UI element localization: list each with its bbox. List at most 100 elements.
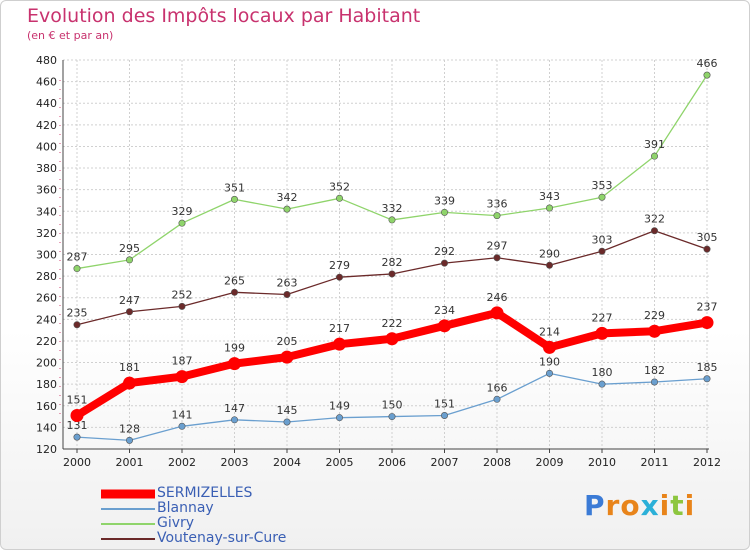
y-tick-label: 340 (36, 205, 57, 218)
data-label: 351 (224, 181, 245, 194)
data-point (703, 375, 711, 383)
y-tick-label: 440 (36, 97, 57, 110)
data-point (175, 370, 189, 384)
data-label: 263 (277, 276, 298, 289)
data-label: 234 (434, 304, 455, 317)
data-label: 229 (644, 309, 665, 322)
data-label: 246 (487, 291, 508, 304)
data-label: 185 (697, 361, 718, 374)
logo-letter: P (584, 489, 606, 522)
y-tick-label: 360 (36, 184, 57, 197)
y-tick-label: 320 (36, 227, 57, 240)
data-point (703, 71, 711, 79)
data-point (228, 357, 241, 371)
data-label: 149 (329, 400, 350, 413)
data-point (493, 254, 501, 262)
data-label: 353 (592, 179, 613, 192)
x-tick-label: 2006 (378, 456, 406, 469)
y-tick-label: 180 (36, 378, 57, 391)
data-label: 131 (67, 419, 88, 432)
logo-letter: o (620, 489, 641, 522)
data-label: 227 (592, 311, 613, 324)
y-tick-label: 260 (36, 292, 57, 305)
data-label: 190 (539, 355, 560, 368)
logo-letter: t (670, 489, 685, 522)
data-point (283, 205, 291, 213)
data-label: 292 (434, 245, 455, 258)
data-point (70, 409, 84, 423)
chart-title: Evolution des Impôts locaux par Habitant (27, 5, 421, 27)
data-label: 214 (539, 325, 560, 338)
data-label: 352 (329, 180, 350, 193)
data-point (335, 273, 343, 281)
data-point (595, 326, 609, 340)
x-tick-label: 2004 (273, 456, 301, 469)
data-point (650, 152, 658, 160)
y-tick-label: 400 (36, 140, 57, 153)
legend-swatch (101, 538, 155, 540)
data-point (545, 369, 553, 377)
legend-swatch (101, 523, 155, 525)
data-point (126, 308, 134, 316)
data-point (283, 290, 291, 298)
data-point (231, 288, 239, 296)
data-point (231, 195, 239, 203)
data-label: 145 (277, 404, 298, 417)
data-label: 343 (539, 190, 560, 203)
x-tick-label: 2005 (326, 456, 354, 469)
data-point (73, 265, 81, 273)
data-label: 187 (172, 355, 193, 368)
data-point (438, 319, 451, 333)
data-point (598, 247, 606, 255)
x-tick-label: 2008 (483, 456, 511, 469)
data-label: 322 (644, 213, 665, 226)
data-point (545, 261, 553, 269)
y-tick-label: 220 (36, 335, 57, 348)
data-point (440, 208, 448, 216)
data-label: 279 (329, 259, 350, 272)
legend-label: Givry (157, 515, 195, 531)
y-tick-label: 420 (36, 119, 57, 132)
data-point (543, 340, 556, 354)
y-tick-label: 160 (36, 400, 57, 413)
proxiti-logo: Proxiti (584, 489, 695, 522)
data-point (493, 212, 501, 220)
x-tick-label: 2012 (693, 456, 721, 469)
data-label: 282 (382, 256, 403, 269)
data-point (126, 436, 134, 444)
data-label: 180 (592, 366, 613, 379)
y-tick-label: 200 (36, 357, 57, 370)
x-tick-label: 2001 (116, 456, 144, 469)
data-point (598, 380, 606, 388)
logo-letter: i (659, 489, 671, 522)
data-label: 252 (172, 288, 193, 301)
data-point (650, 227, 658, 235)
data-label: 222 (382, 317, 403, 330)
data-label: 305 (697, 231, 718, 244)
data-label: 466 (697, 57, 718, 70)
data-label: 151 (434, 398, 455, 411)
data-label: 391 (644, 138, 665, 151)
x-tick-label: 2007 (431, 456, 459, 469)
x-tick-label: 2002 (168, 456, 196, 469)
data-point (280, 350, 294, 364)
data-label: 237 (697, 301, 718, 314)
x-tick-label: 2009 (536, 456, 564, 469)
data-label: 329 (172, 205, 193, 218)
data-label: 151 (67, 394, 88, 407)
y-tick-label: 480 (36, 54, 57, 67)
y-tick-label: 380 (36, 162, 57, 175)
data-label: 199 (224, 342, 245, 355)
logo-letter: r (605, 489, 621, 522)
data-label: 342 (277, 191, 298, 204)
data-label: 205 (277, 335, 298, 348)
data-label: 147 (224, 402, 245, 415)
x-tick-label: 2010 (588, 456, 616, 469)
data-point (385, 332, 399, 346)
logo-text: Proxiti (584, 489, 695, 522)
logo-letter: i (684, 489, 696, 522)
y-tick-label: 280 (36, 270, 57, 283)
y-tick-label: 460 (36, 76, 57, 89)
